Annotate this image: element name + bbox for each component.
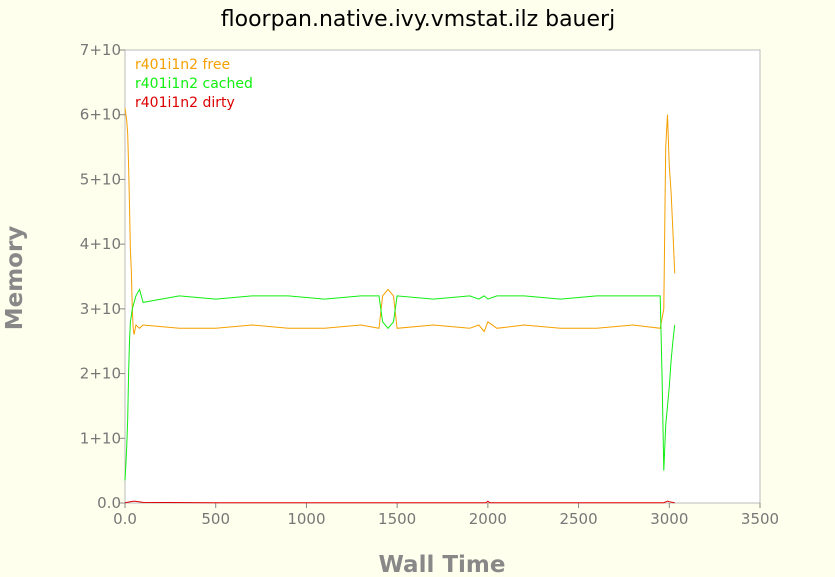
y-tick-label: 0.0 bbox=[97, 494, 121, 512]
x-axis: 0.0 500 1000 1500 2000 2500 3000 3500 bbox=[113, 503, 779, 528]
x-tick-label: 3500 bbox=[741, 510, 779, 528]
y-tick-label: 5+10 bbox=[80, 170, 121, 188]
chart-title: floorpan.native.ivy.vmstat.ilz bauerj bbox=[221, 7, 615, 32]
y-tick-label: 2+10 bbox=[80, 365, 121, 383]
y-tick-label: 4+10 bbox=[80, 235, 121, 253]
y-tick-label: 6+10 bbox=[80, 106, 121, 124]
y-axis: 0.0 1+10 2+10 3+10 4+10 5+10 6+10 7+10 bbox=[80, 41, 125, 512]
y-tick-label: 7+10 bbox=[80, 41, 121, 59]
legend-entry-cached: r401i1n2 cached bbox=[135, 76, 253, 92]
series-line-1 bbox=[124, 288, 676, 481]
legend-entry-free: r401i1n2 free bbox=[135, 57, 230, 73]
y-axis-label: Memory bbox=[2, 226, 28, 331]
series-line-0 bbox=[124, 108, 676, 335]
x-tick-label: 3000 bbox=[650, 510, 688, 528]
x-tick-label: 0.0 bbox=[113, 510, 137, 528]
x-axis-label: Wall Time bbox=[379, 552, 506, 577]
x-tick-label: 1500 bbox=[378, 510, 416, 528]
legend-entry-dirty: r401i1n2 dirty bbox=[135, 95, 235, 111]
series-line-2 bbox=[124, 500, 675, 504]
x-tick-label: 2500 bbox=[559, 510, 597, 528]
x-tick-label: 2000 bbox=[469, 510, 507, 528]
series-layer bbox=[124, 108, 676, 504]
y-tick-label: 3+10 bbox=[80, 300, 121, 318]
y-tick-label: 1+10 bbox=[80, 429, 121, 447]
x-tick-label: 500 bbox=[201, 510, 230, 528]
legend: r401i1n2 free r401i1n2 cached r401i1n2 d… bbox=[135, 57, 253, 111]
x-tick-label: 1000 bbox=[287, 510, 325, 528]
plot-area bbox=[124, 49, 761, 504]
